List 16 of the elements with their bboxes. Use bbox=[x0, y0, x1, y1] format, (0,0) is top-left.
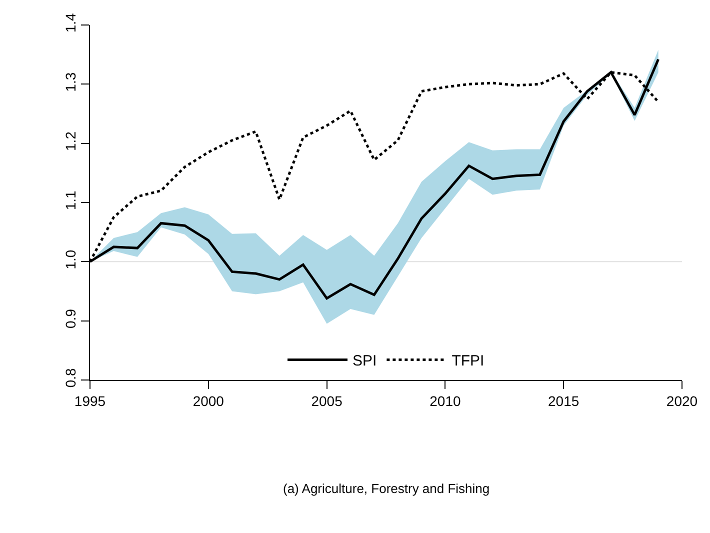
x-tick-label: 2010 bbox=[430, 392, 461, 409]
y-tick-label: 1.4 bbox=[62, 12, 78, 33]
y-tick-label: 1.2 bbox=[62, 131, 78, 151]
x-tick-label: 2020 bbox=[666, 392, 698, 409]
legend-label: TFPI bbox=[452, 352, 484, 370]
text: (a) Agriculture, Forestry and Fishing bbox=[283, 481, 490, 496]
x-tick-label: 2000 bbox=[192, 392, 224, 409]
y-tick-label: 0.8 bbox=[62, 368, 78, 388]
y-tick-label: 0.9 bbox=[62, 308, 78, 328]
legend-label: SPI bbox=[352, 352, 377, 370]
y-tick-label: 1.3 bbox=[62, 72, 78, 92]
x-tick-label: 2005 bbox=[311, 392, 343, 409]
y-tick-label: 1.1 bbox=[62, 190, 78, 210]
y-tick-label: 1.0 bbox=[62, 250, 78, 270]
x-tick-label: 1995 bbox=[74, 392, 106, 409]
x-tick-label: 2015 bbox=[548, 392, 580, 409]
